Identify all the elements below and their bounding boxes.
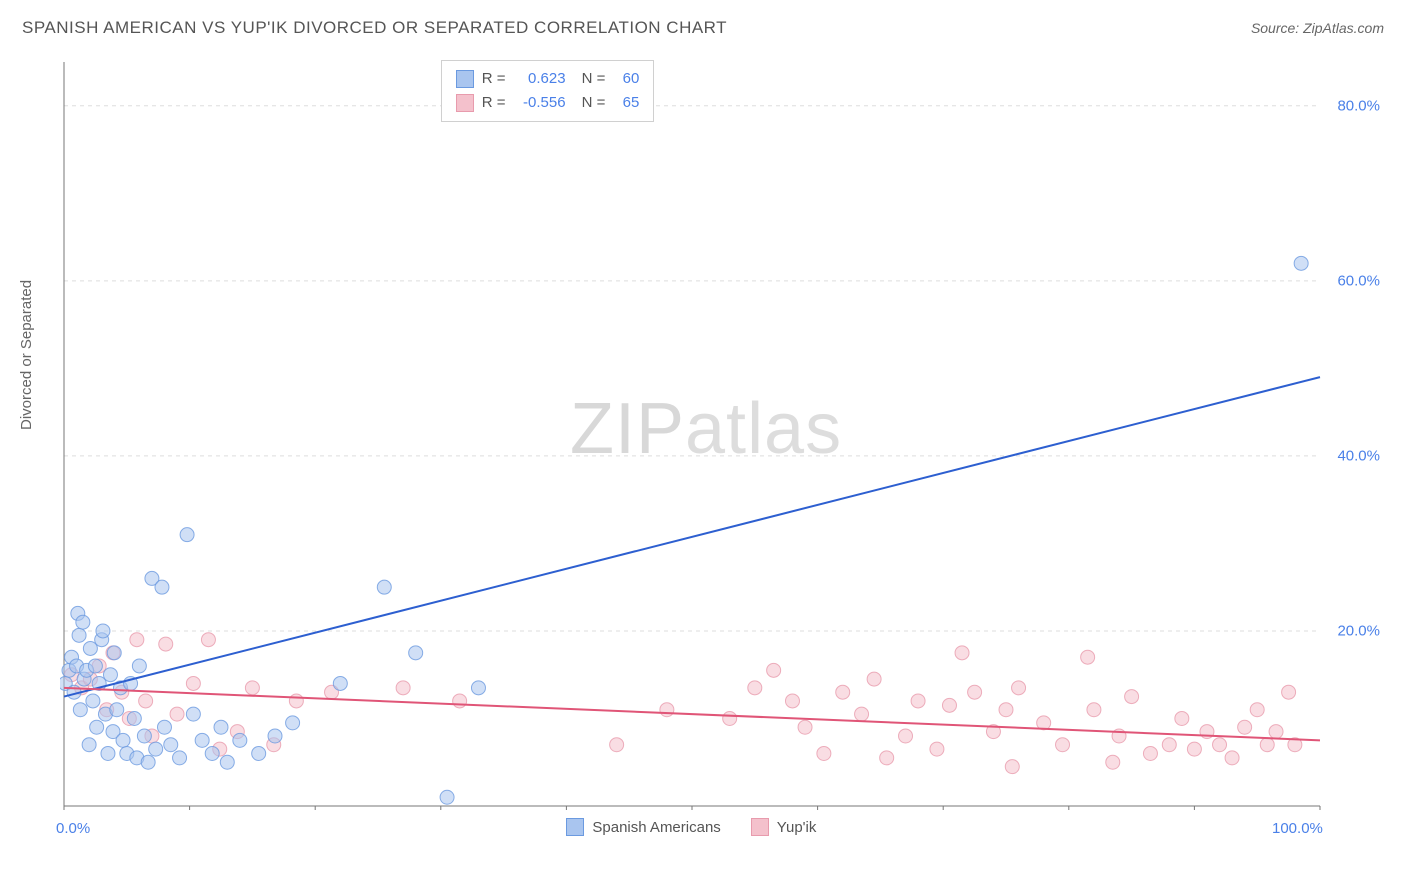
y-tick-label: 60.0% (1337, 272, 1380, 289)
source-attribution: Source: ZipAtlas.com (1251, 20, 1384, 36)
legend-label: Spanish Americans (592, 819, 720, 836)
n-label: N = (582, 67, 606, 91)
legend-swatch (456, 70, 474, 88)
n-label: N = (582, 91, 606, 115)
r-value: 0.623 (514, 67, 566, 91)
series-legend: Spanish Americans Yup'ik (566, 818, 816, 836)
y-tick-label: 20.0% (1337, 622, 1380, 639)
scatter-plot (60, 58, 1380, 810)
legend-swatch (566, 818, 584, 836)
legend-swatch (751, 818, 769, 836)
x-tick-label: 0.0% (56, 820, 90, 837)
legend-item: Yup'ik (751, 818, 817, 836)
chart-title: SPANISH AMERICAN VS YUP'IK DIVORCED OR S… (22, 18, 727, 38)
correlation-row: R = 0.623 N = 60 (456, 67, 640, 91)
y-tick-label: 80.0% (1337, 97, 1380, 114)
y-tick-label: 40.0% (1337, 447, 1380, 464)
legend-item: Spanish Americans (566, 818, 720, 836)
x-tick-label: 100.0% (1272, 820, 1323, 837)
r-value: -0.556 (514, 91, 566, 115)
legend-swatch (456, 94, 474, 112)
y-axis-label: Divorced or Separated (18, 280, 35, 430)
correlation-row: R = -0.556 N = 65 (456, 91, 640, 115)
legend-label: Yup'ik (777, 819, 817, 836)
r-label: R = (482, 67, 506, 91)
correlation-legend-box: R = 0.623 N = 60 R = -0.556 N = 65 (441, 60, 655, 122)
n-value: 65 (613, 91, 639, 115)
chart-area: ZIPatlas R =0.623N =60R =-0.556N =65 20.… (60, 58, 1380, 810)
r-label: R = (482, 91, 506, 115)
n-value: 60 (613, 67, 639, 91)
